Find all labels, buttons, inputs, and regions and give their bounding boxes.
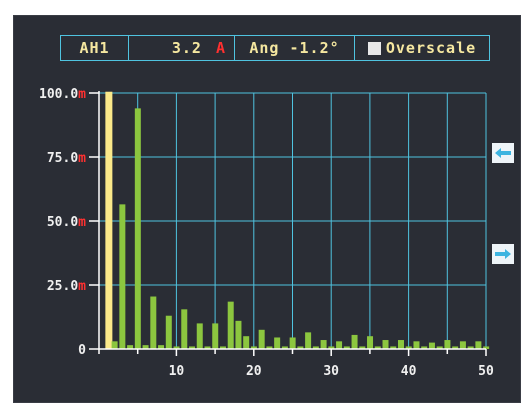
harmonic-bar-42 xyxy=(421,346,428,349)
channel-label[interactable]: AH1 xyxy=(61,36,129,60)
overscale-label: Overscale xyxy=(385,39,477,57)
overscale-checkbox[interactable] xyxy=(367,41,381,55)
harmonic-bar-4 xyxy=(127,345,134,349)
x-tick-label: 40 xyxy=(401,364,417,379)
y-tick-label: 75.0m xyxy=(47,151,86,166)
x-tick-label: 50 xyxy=(478,364,494,379)
harmonic-bar-5 xyxy=(134,108,141,349)
chart-grid xyxy=(99,92,487,349)
harmonic-bar-21 xyxy=(258,329,265,349)
harmonic-bar-7 xyxy=(150,296,157,349)
harmonic-bar-31 xyxy=(336,341,343,349)
harmonic-bar-9 xyxy=(165,315,172,349)
x-tick-label: 30 xyxy=(323,364,339,379)
y-tick-label: 50.0m xyxy=(47,215,86,230)
harmonic-bar-2 xyxy=(111,341,118,349)
x-tick-label: 20 xyxy=(246,364,262,379)
harmonic-bar-41 xyxy=(413,341,420,349)
harmonic-bar-29 xyxy=(320,340,327,349)
harmonic-bar-24 xyxy=(281,346,288,349)
harmonic-bar-28 xyxy=(312,346,319,349)
harmonic-bar-48 xyxy=(467,346,474,349)
arrow-left-icon xyxy=(495,148,511,158)
harmonic-bar-26 xyxy=(297,346,304,349)
harmonic-bar-44 xyxy=(436,346,443,349)
overscale-indicator[interactable]: Overscale xyxy=(355,36,489,60)
current-value: 3.2 xyxy=(171,39,202,57)
harmonic-bar-1 xyxy=(105,91,113,349)
harmonic-bar-33 xyxy=(351,334,358,349)
harmonic-bar-43 xyxy=(428,342,435,349)
harmonic-bar-16 xyxy=(219,346,226,349)
harmonic-bar-23 xyxy=(274,337,281,349)
harmonic-bar-19 xyxy=(243,336,250,349)
harmonic-bar-35 xyxy=(367,336,374,349)
harmonic-bar-11 xyxy=(181,309,188,349)
harmonic-bar-22 xyxy=(266,346,273,349)
y-tick-label: 25.0m xyxy=(47,279,86,294)
harmonic-bar-14 xyxy=(204,346,211,349)
harmonics-panel xyxy=(13,15,521,403)
harmonic-bar-40 xyxy=(405,346,412,349)
arrow-right-icon xyxy=(495,249,511,259)
harmonic-bar-36 xyxy=(374,346,381,349)
harmonic-bar-49 xyxy=(475,341,482,349)
harmonic-bar-38 xyxy=(390,346,397,349)
chart-axes: 0 25.0m 50.0m 75.0m 100.0m 10 20 30 40 50 xyxy=(39,87,494,379)
y-tick-label: 100.0m xyxy=(39,87,86,102)
header-bar: AH1 3.2 A Ang -1.2° Overscale xyxy=(60,35,490,61)
harmonic-bar-3 xyxy=(119,204,126,349)
scroll-right-button[interactable] xyxy=(492,244,514,264)
harmonic-bar-10 xyxy=(173,346,180,349)
harmonic-bar-25 xyxy=(289,337,296,349)
harmonic-bar-8 xyxy=(158,345,165,349)
harmonic-bar-12 xyxy=(189,346,196,349)
harmonic-bar-13 xyxy=(196,323,203,349)
harmonic-bar-39 xyxy=(397,340,404,349)
current-unit: A xyxy=(215,39,226,57)
harmonic-bar-46 xyxy=(452,346,459,349)
chart-bars xyxy=(105,91,490,349)
harmonic-bar-6 xyxy=(142,345,149,349)
x-tick-label: 10 xyxy=(169,364,185,379)
harmonic-bar-34 xyxy=(359,346,366,349)
harmonic-bar-27 xyxy=(305,332,312,349)
harmonic-bar-17 xyxy=(227,301,234,349)
harmonic-bar-32 xyxy=(343,346,350,349)
y-tick-label: 0 xyxy=(78,343,86,358)
harmonic-bar-45 xyxy=(444,340,451,349)
scroll-left-button[interactable] xyxy=(492,143,514,163)
harmonic-bar-15 xyxy=(212,323,219,349)
harmonic-bar-18 xyxy=(235,320,242,349)
harmonic-bar-20 xyxy=(250,346,257,349)
angle-readout: Ang -1.2° xyxy=(235,36,355,60)
harmonic-bar-30 xyxy=(328,346,335,349)
harmonic-bar-47 xyxy=(459,341,466,349)
current-readout: 3.2 A xyxy=(129,36,235,60)
harmonic-bar-37 xyxy=(382,340,389,349)
harmonic-bar-50 xyxy=(483,346,490,349)
